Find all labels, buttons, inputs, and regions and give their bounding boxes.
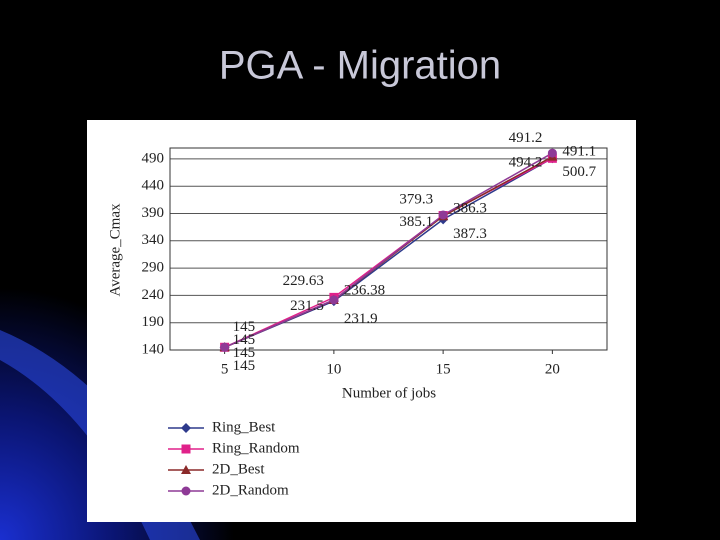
marker-diamond xyxy=(181,423,191,433)
y-tick-label: 340 xyxy=(142,232,165,248)
series-line xyxy=(224,152,553,348)
data-label: 145 xyxy=(233,332,256,348)
legend-label: 2D_Random xyxy=(212,482,289,498)
legend-label: 2D_Best xyxy=(212,461,265,477)
x-tick-label: 10 xyxy=(326,361,341,377)
data-label: 387.3 xyxy=(453,226,487,242)
data-label: 231.9 xyxy=(344,311,378,327)
y-tick-label: 140 xyxy=(142,341,165,357)
data-label: 236.38 xyxy=(344,282,385,298)
marker-circle xyxy=(329,295,339,305)
marker-circle xyxy=(220,342,230,352)
marker-circle xyxy=(438,210,448,220)
y-tick-label: 290 xyxy=(142,260,165,276)
data-label: 500.7 xyxy=(562,164,596,180)
marker-circle xyxy=(547,148,557,158)
chart-panel xyxy=(87,120,636,522)
data-label: 385.1 xyxy=(399,214,433,230)
data-label: 231.5 xyxy=(290,298,324,314)
data-label: 145 xyxy=(233,319,256,335)
legend-label: Ring_Random xyxy=(212,440,300,456)
marker-circle xyxy=(181,486,191,496)
data-label: 379.3 xyxy=(399,191,433,207)
data-label: 491.2 xyxy=(509,130,543,146)
x-tick-label: 15 xyxy=(436,361,451,377)
data-label: 491.1 xyxy=(562,143,596,159)
y-tick-label: 390 xyxy=(142,205,165,221)
x-tick-label: 20 xyxy=(545,361,560,377)
y-tick-label: 240 xyxy=(142,287,165,303)
legend-label: Ring_Best xyxy=(212,419,276,435)
x-axis-label: Number of jobs xyxy=(342,385,436,401)
slide-title: PGA - Migration xyxy=(219,44,501,88)
x-tick-label: 5 xyxy=(221,361,229,377)
data-label: 145 xyxy=(233,358,256,374)
data-label: 494.2 xyxy=(509,155,543,171)
data-label: 386.3 xyxy=(453,200,487,216)
marker-square xyxy=(181,444,191,454)
y-tick-label: 190 xyxy=(142,314,165,330)
marker-triangle xyxy=(181,465,191,474)
y-tick-label: 440 xyxy=(142,178,165,194)
y-axis-label: Average_Cmax xyxy=(107,203,123,297)
plot-frame xyxy=(169,147,608,351)
data-label: 145 xyxy=(233,345,256,361)
data-label: 229.63 xyxy=(283,273,324,289)
y-tick-label: 490 xyxy=(142,150,165,166)
